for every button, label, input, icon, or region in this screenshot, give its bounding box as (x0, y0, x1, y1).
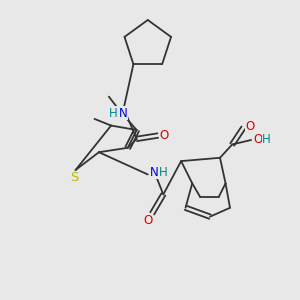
Text: O: O (143, 214, 152, 226)
Text: N: N (119, 107, 128, 120)
Text: O: O (245, 120, 255, 133)
Text: O: O (253, 134, 262, 146)
Text: H: H (159, 166, 168, 179)
Text: S: S (70, 171, 79, 184)
Text: H: H (262, 134, 271, 146)
Text: N: N (150, 166, 159, 179)
Text: O: O (160, 129, 169, 142)
Text: H: H (109, 107, 118, 120)
